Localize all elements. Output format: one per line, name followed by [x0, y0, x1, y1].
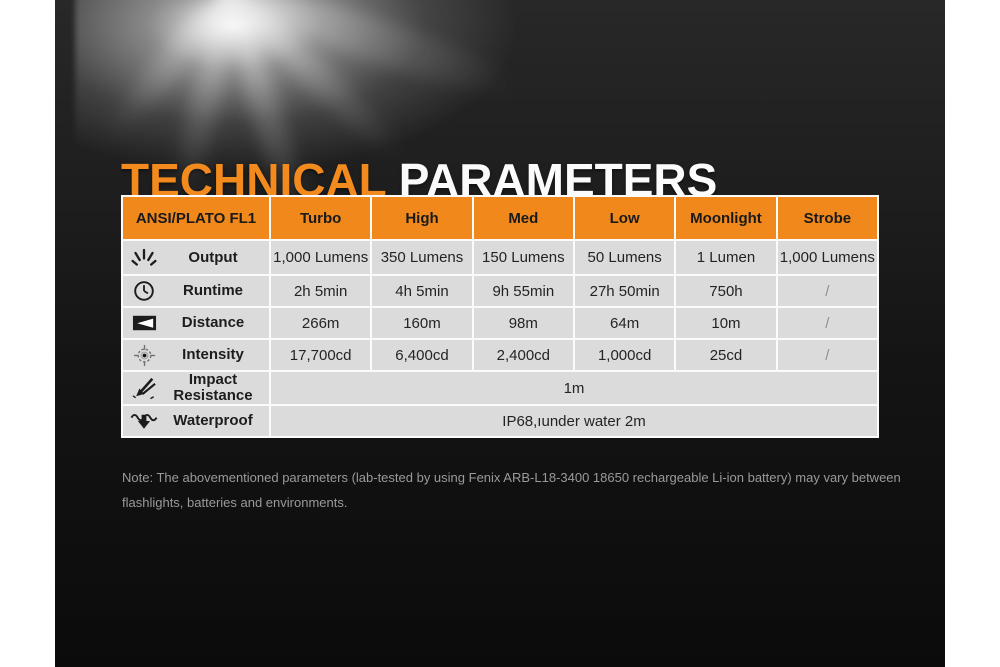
value-cell: 98m — [473, 308, 573, 338]
flare-ray — [99, 0, 242, 144]
value-cell: 1,000 Lumens — [777, 241, 877, 274]
intensity-icon — [123, 344, 165, 367]
table-row: Output 1,000 Lumens 350 Lumens 150 Lumens 50… — [123, 241, 877, 274]
column-header-low: Low — [574, 197, 675, 239]
value-cell: 4h 5min — [372, 276, 472, 306]
column-header-turbo: Turbo — [271, 197, 371, 239]
value-cell: 750h — [676, 276, 776, 306]
flare-ray — [219, 0, 410, 167]
value-cell: 6,400cd — [372, 340, 472, 370]
table-row: Distance 266m 160m 98m 64m 10m / — [123, 308, 877, 338]
table-row: Runtime 2h 5min 4h 5min 9h 55min 27h 50min 75… — [123, 276, 877, 306]
table-row: Waterproof IP68,ıunder water 2m — [123, 406, 877, 436]
value-cell: 160m — [372, 308, 472, 338]
spec-table: ANSI/PLATO FL1 Turbo High Med Low Moonlight St… — [121, 195, 879, 438]
row-label: Output — [188, 248, 238, 266]
value-cell: 17,700cd — [271, 340, 371, 370]
flare-ray — [229, 0, 527, 110]
table-header-row: ANSI/PLATO FL1 Turbo High Med Low Moonlight St… — [123, 197, 877, 239]
value-cell: 1,000 Lumens — [271, 241, 371, 274]
row-label: Impact Resistance — [173, 371, 253, 404]
runtime-icon — [123, 280, 165, 302]
row-header-cell: Output — [123, 241, 269, 274]
note-text: Note: The abovementioned parameters (lab… — [122, 470, 901, 510]
distance-icon — [123, 314, 165, 332]
column-header-high: High — [372, 197, 472, 239]
column-header-moonlight: Moonlight — [676, 197, 776, 239]
row-header-cell: Waterproof — [123, 406, 269, 436]
row-label: Intensity — [182, 346, 244, 363]
value-cell: 10m — [676, 308, 776, 338]
value-cell: 150 Lumens — [473, 241, 573, 274]
value-cell: 64m — [574, 308, 675, 338]
table-row: Impact Resistance 1m — [123, 372, 877, 404]
column-header-med: Med — [473, 197, 573, 239]
row-header-cell: Impact Resistance — [123, 372, 269, 404]
value-cell: 266m — [271, 308, 371, 338]
row-header-cell: Intensity — [123, 340, 269, 370]
product-image-canvas: TECHNICAL PARAMETERS ANSI/PLATO FL1 Turbo… — [55, 0, 945, 667]
merged-value-cell: 1m — [271, 372, 877, 404]
value-cell: 350 Lumens — [372, 241, 472, 274]
column-header-ansi-plato-fl1: ANSI/PLATO FL1 — [123, 197, 269, 239]
value-cell: / — [777, 276, 877, 306]
row-header-cell: Runtime — [123, 276, 269, 306]
value-cell: 1,000cd — [574, 340, 675, 370]
value-cell: 25cd — [676, 340, 776, 370]
value-cell: 2h 5min — [271, 276, 371, 306]
value-cell: 2,400cd — [473, 340, 573, 370]
impact-icon — [123, 376, 165, 400]
value-cell: 9h 55min — [473, 276, 573, 306]
value-cell: / — [777, 308, 877, 338]
value-cell: 27h 50min — [574, 276, 675, 306]
value-cell: 1 Lumen — [676, 241, 776, 274]
merged-value-cell: IP68,ıunder water 2m — [271, 406, 877, 436]
row-label: Distance — [181, 314, 245, 331]
waterproof-icon — [123, 411, 165, 431]
value-cell: / — [777, 340, 877, 370]
flare-glow — [75, 0, 515, 170]
column-header-strobe: Strobe — [777, 197, 877, 239]
output-icon — [123, 247, 165, 268]
row-label: Waterproof — [173, 412, 253, 429]
row-label: Runtime — [183, 282, 243, 299]
row-header-cell: Distance — [123, 308, 269, 338]
value-cell: 50 Lumens — [574, 241, 675, 274]
table-row: Intensity 17,700cd 6,400cd 2,400cd 1,000cd 25… — [123, 340, 877, 370]
